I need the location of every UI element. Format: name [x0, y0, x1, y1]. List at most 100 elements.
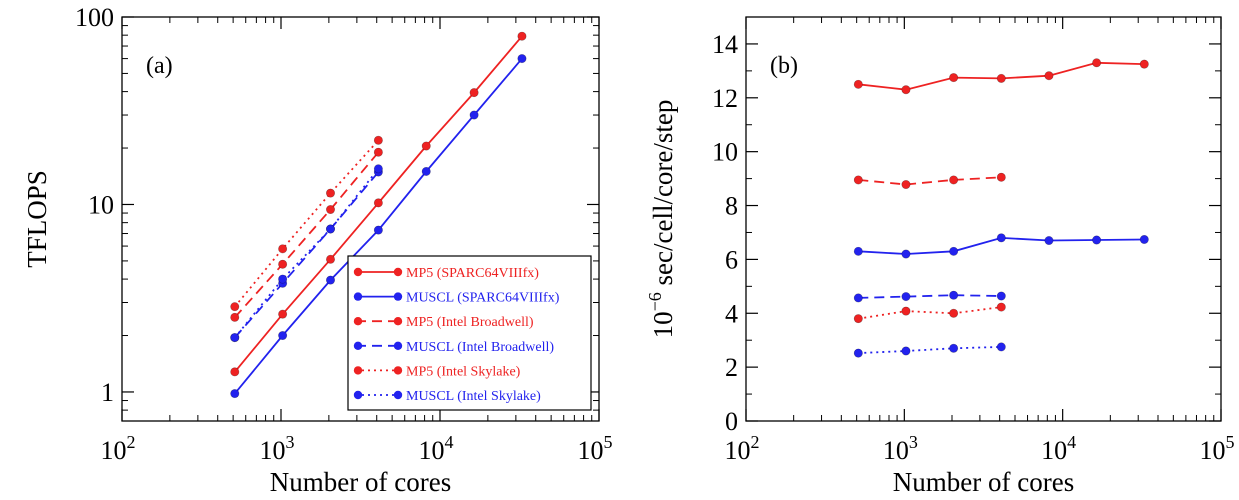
- series-4: [230, 135, 383, 312]
- data-point: [373, 225, 383, 235]
- data-point: [996, 172, 1006, 182]
- data-point: [901, 85, 911, 95]
- series-5: [230, 164, 383, 343]
- data-point: [949, 308, 959, 318]
- legend-entry: MUSCL (Intel Skylake): [406, 389, 541, 404]
- x-tick-label: 102: [725, 432, 760, 465]
- data-point: [949, 343, 959, 353]
- y-axis-title: TFLOPS: [22, 170, 52, 268]
- legend-marker: [353, 366, 363, 375]
- y-tick-label: 10: [712, 138, 738, 167]
- data-point: [326, 188, 336, 198]
- data-point: [996, 342, 1006, 352]
- y-axis-title-base: 10: [648, 311, 678, 338]
- data-point: [421, 166, 431, 176]
- series-line: [234, 151, 380, 319]
- data-point: [230, 367, 240, 377]
- plot-frame: [121, 16, 600, 422]
- y-tick-label: 100: [75, 3, 114, 32]
- data-point: [373, 135, 383, 145]
- y-tick-label: 2: [725, 353, 738, 382]
- data-point: [1139, 59, 1149, 69]
- legend-marker: [393, 267, 403, 277]
- y-tick-label: 14: [712, 30, 738, 59]
- data-point: [996, 233, 1006, 243]
- x-tick-base: 10: [578, 436, 604, 465]
- data-point: [901, 180, 911, 190]
- data-point: [949, 246, 959, 256]
- series-0: [230, 31, 527, 377]
- series-line: [234, 139, 380, 308]
- x-tick-exponent: 3: [909, 432, 918, 452]
- legend-marker: [353, 390, 363, 400]
- y-tick-label: 4: [725, 299, 738, 328]
- series-1: [230, 54, 527, 399]
- data-point: [1044, 236, 1054, 246]
- data-point: [1044, 71, 1054, 81]
- series-5: [853, 342, 1006, 358]
- legend-entry: MUSCL (Intel Broadwell): [406, 340, 554, 355]
- series-line: [858, 294, 1002, 299]
- x-tick-base: 10: [101, 436, 127, 465]
- data-point: [373, 198, 383, 208]
- data-point: [517, 31, 527, 41]
- legend-marker: [353, 267, 363, 277]
- y-axis-title-unit: sec/cell/core/step: [648, 100, 678, 293]
- x-tick-label: 105: [578, 432, 613, 465]
- data-point: [949, 290, 959, 300]
- x-axis-title: Number of cores: [893, 467, 1074, 497]
- data-point: [421, 141, 431, 151]
- legend-marker: [353, 292, 363, 301]
- x-tick-exponent: 3: [286, 432, 295, 452]
- data-point: [853, 246, 863, 256]
- data-point: [996, 291, 1006, 301]
- x-tick-label: 102: [101, 432, 136, 465]
- series-4: [853, 302, 1006, 324]
- legend-marker: [393, 317, 403, 326]
- data-point: [853, 293, 863, 303]
- panel-label: (b): [770, 53, 798, 79]
- data-point: [853, 79, 863, 89]
- x-tick-exponent: 5: [1226, 432, 1235, 452]
- y-tick-label: 0: [725, 407, 738, 436]
- data-point: [853, 314, 863, 324]
- x-tick-label: 105: [1200, 432, 1235, 465]
- data-point: [469, 110, 479, 120]
- y-axis-title: 10−6 sec/cell/core/step: [645, 100, 678, 339]
- data-point: [1092, 235, 1102, 245]
- x-tick-label: 103: [260, 432, 295, 465]
- x-tick-base: 10: [260, 436, 286, 465]
- data-point: [901, 249, 911, 259]
- data-point: [278, 259, 288, 269]
- legend-entry: MUSCL (SPARC64VIIIfx): [406, 291, 560, 306]
- data-point: [326, 275, 336, 285]
- data-point: [996, 302, 1006, 312]
- x-tick-label: 104: [419, 432, 454, 465]
- x-tick-exponent: 2: [751, 432, 760, 452]
- data-point: [230, 389, 240, 399]
- legend-entry: MP5 (Intel Broadwell): [406, 315, 534, 330]
- x-axis-title: Number of cores: [270, 467, 451, 497]
- plot-frame: [745, 16, 1222, 422]
- series-2: [230, 147, 383, 322]
- x-tick-exponent: 4: [1067, 432, 1076, 452]
- data-point: [278, 244, 288, 254]
- series-2: [853, 172, 1006, 190]
- y-tick-label: 6: [725, 245, 738, 274]
- y-axis-title-exponent: −6: [645, 292, 665, 311]
- legend-marker: [393, 366, 403, 375]
- y-tick-label: 1: [101, 378, 114, 407]
- series-line: [234, 171, 380, 339]
- data-point: [373, 147, 383, 157]
- y-tick-label: 10: [88, 190, 114, 219]
- data-point: [230, 302, 240, 312]
- data-point: [517, 54, 527, 64]
- x-tick-base: 10: [1200, 436, 1226, 465]
- data-point: [949, 175, 959, 185]
- data-point: [230, 312, 240, 322]
- data-point: [278, 274, 288, 284]
- data-point: [230, 333, 240, 343]
- data-point: [326, 224, 336, 234]
